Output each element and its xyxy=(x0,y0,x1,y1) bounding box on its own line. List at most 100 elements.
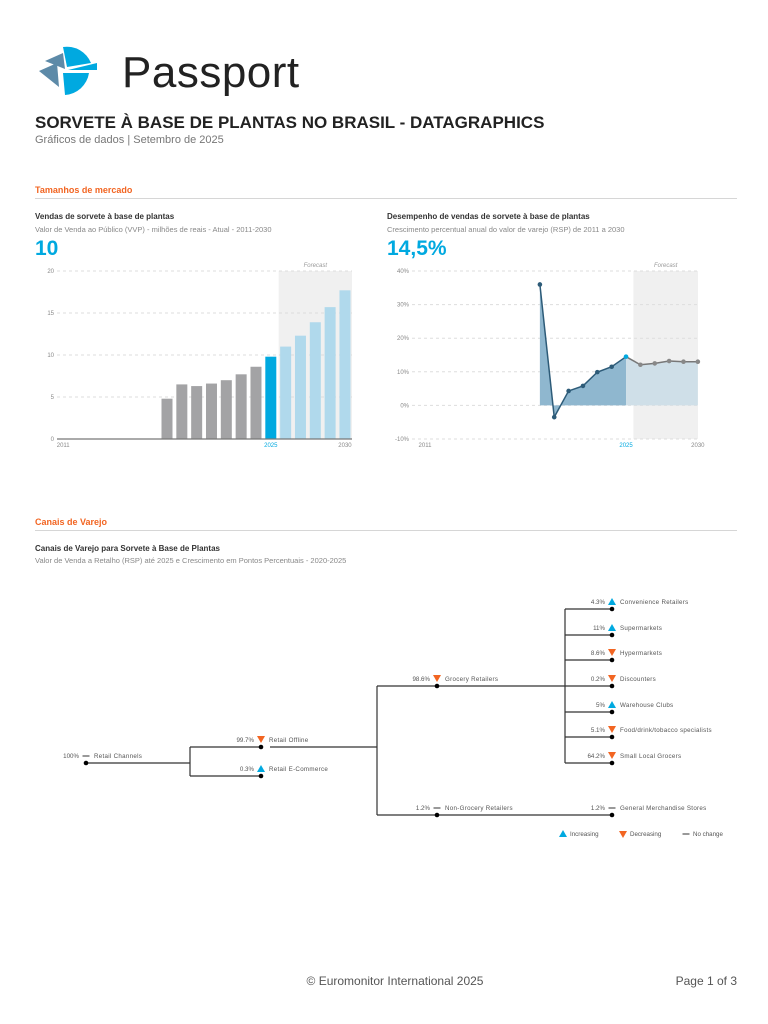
divider xyxy=(35,530,737,531)
forecast-line xyxy=(625,356,698,366)
page-title: SORVETE À BASE DE PLANTAS NO BRASIL - DA… xyxy=(35,113,545,132)
y-tick-label: 10% xyxy=(397,370,410,376)
node-percent: 0.2% xyxy=(591,676,606,683)
y-tick-label: 40% xyxy=(397,269,410,275)
node-percent: 1.2% xyxy=(591,805,606,812)
node-label: Supermarkets xyxy=(620,625,662,632)
history-area xyxy=(539,284,627,418)
data-point xyxy=(537,282,543,287)
node-dot xyxy=(609,657,615,663)
y-tick-label: 5 xyxy=(51,395,55,401)
node-percent: 0.3% xyxy=(240,766,255,773)
node-label: General Merchandise Stores xyxy=(620,805,707,812)
bar xyxy=(235,374,247,439)
node-percent: 99.7% xyxy=(236,737,254,744)
bar xyxy=(294,335,306,439)
node-label: Retail Channels xyxy=(94,753,142,760)
bar xyxy=(324,307,336,439)
data-point xyxy=(551,414,557,420)
data-point xyxy=(609,364,614,370)
node-dot xyxy=(609,632,615,638)
section-market-sizes: Tamanhos de mercado xyxy=(35,185,133,195)
y-tick-label: 0 xyxy=(51,437,55,443)
divider xyxy=(35,198,737,199)
decreasing-icon xyxy=(608,649,616,656)
node-percent: 5.1% xyxy=(591,727,606,734)
bar xyxy=(280,346,292,439)
bar-chart-subtitle: Valor de Venda ao Público (VVP) - milhõe… xyxy=(35,225,272,234)
node-label: Small Local Grocers xyxy=(620,753,681,760)
node-dot xyxy=(434,683,440,689)
bar xyxy=(309,322,321,439)
x-tick-label: 2030 xyxy=(691,443,705,449)
node-percent: 11% xyxy=(593,625,605,632)
bar xyxy=(250,366,262,439)
node-percent: 8.6% xyxy=(591,650,606,657)
node-dot xyxy=(434,812,440,818)
x-tick-label: 2011 xyxy=(419,443,433,449)
y-tick-label: 30% xyxy=(397,303,410,309)
line-chart-subtitle: Crescimento percentual anual do valor de… xyxy=(387,225,625,234)
data-point xyxy=(666,358,672,364)
node-label: Warehouse Clubs xyxy=(620,702,673,709)
page-subtitle: Gráficos de dados | Setembro de 2025 xyxy=(35,134,224,146)
node-percent: 1.2% xyxy=(416,805,431,812)
bar xyxy=(220,380,232,439)
forecast-shade xyxy=(633,271,698,439)
bar xyxy=(161,398,173,439)
node-dot xyxy=(258,744,264,750)
x-tick-label: 2011 xyxy=(57,443,71,449)
copyright: © Euromonitor International 2025 xyxy=(306,974,484,988)
decreasing-icon xyxy=(608,726,616,733)
decreasing-icon xyxy=(257,736,265,743)
increasing-icon xyxy=(608,598,616,605)
y-tick-label: 20 xyxy=(47,269,54,275)
y-tick-label: 15 xyxy=(47,311,54,317)
decreasing-icon xyxy=(608,675,616,682)
forecast-label: Forecast xyxy=(654,263,678,269)
node-dot xyxy=(609,734,615,740)
forecast-area xyxy=(626,356,698,406)
legend-label: Increasing xyxy=(570,831,599,838)
bar-chart-headline: 10 xyxy=(35,237,59,260)
increasing-icon xyxy=(257,765,265,772)
legend-label: No change xyxy=(693,831,723,838)
node-label: Food/drink/tobacco specialists xyxy=(620,727,712,734)
line-chart-title: Desempenho de vendas de sorvete à base d… xyxy=(387,212,590,221)
bar xyxy=(191,386,203,439)
node-label: Grocery Retailers xyxy=(445,676,498,683)
node-label: Non-Grocery Retailers xyxy=(445,805,513,812)
node-percent: 98.6% xyxy=(412,676,430,683)
decreasing-icon xyxy=(433,675,441,682)
x-tick-label: 2030 xyxy=(338,443,352,449)
x-tick-label: 2025 xyxy=(264,443,278,449)
decreasing-icon xyxy=(608,752,616,759)
node-percent: 5% xyxy=(596,702,605,709)
data-point xyxy=(695,359,701,365)
data-point xyxy=(580,383,586,389)
bar xyxy=(339,290,351,439)
node-dot xyxy=(609,683,615,689)
data-point xyxy=(681,359,686,365)
data-point xyxy=(566,388,571,394)
y-tick-label: 20% xyxy=(397,336,410,342)
increasing-icon xyxy=(608,624,616,631)
node-label: Retail Offline xyxy=(269,737,309,744)
node-dot xyxy=(258,773,264,779)
node-percent: 4.3% xyxy=(591,599,606,606)
x-tick-label: 2025 xyxy=(619,443,633,449)
node-label: Retail E-Commerce xyxy=(269,766,328,773)
node-label: Discounters xyxy=(620,676,656,683)
data-point xyxy=(623,354,629,359)
y-tick-label: 0% xyxy=(400,403,409,409)
data-point xyxy=(595,369,600,375)
forecast-label: Forecast xyxy=(304,263,328,269)
node-dot xyxy=(609,709,615,715)
legend-decreasing-icon xyxy=(619,831,627,838)
bar-chart-title: Vendas de sorvete à base de plantas xyxy=(35,212,175,221)
y-tick-label: -10% xyxy=(395,437,410,443)
node-percent: 100% xyxy=(63,753,79,760)
section-retail-channels: Canais de Varejo xyxy=(35,517,108,527)
bar xyxy=(205,383,217,439)
